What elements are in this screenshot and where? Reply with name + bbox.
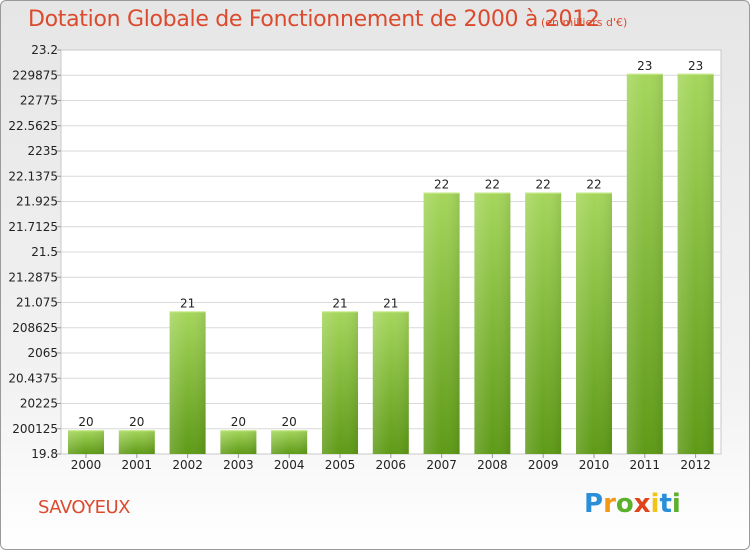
- bar-shade: [68, 430, 104, 454]
- y-tick-label: 23.2: [31, 43, 58, 57]
- bar-shade: [423, 192, 460, 454]
- y-tick-label: 21.925: [16, 195, 58, 209]
- x-tick-label: 2005: [325, 458, 356, 472]
- y-tick-label: 229875: [12, 68, 58, 82]
- y-tick-label: 21.7125: [8, 220, 58, 234]
- logo-letter: r: [603, 489, 616, 519]
- logo-letter: i: [671, 489, 681, 519]
- x-tick-label: 2012: [680, 458, 711, 472]
- y-tick-label: 20.4375: [8, 371, 58, 385]
- logo-letter: t: [659, 489, 672, 519]
- logo-letter: x: [633, 489, 651, 519]
- commune-name: SAVOYEUX: [38, 497, 130, 518]
- bar-value-label: 22: [586, 178, 601, 192]
- y-tick-label: 19.8: [31, 447, 58, 461]
- bar-shade: [677, 73, 714, 454]
- y-tick-label: 2065: [27, 346, 58, 360]
- logo-letter: o: [615, 489, 634, 519]
- y-tick-label: 22.1375: [8, 169, 58, 183]
- y-tick-label: 2235: [27, 144, 58, 158]
- y-axis-ticks: 19.8 200125 20225 20.4375 2065 208625 21.075 21…: [8, 43, 61, 461]
- y-tick-label: 21.075: [16, 296, 58, 310]
- y-tick-label: 22775: [20, 94, 58, 108]
- x-tick-label: 2007: [426, 458, 457, 472]
- x-tick-label: 2010: [579, 458, 610, 472]
- x-tick-label: 2003: [223, 458, 254, 472]
- x-tick-label: 2006: [376, 458, 407, 472]
- bar-value-label: 22: [434, 178, 449, 192]
- y-tick-label: 208625: [12, 321, 58, 335]
- bars: [68, 73, 714, 454]
- bar-value-label: 22: [536, 178, 551, 192]
- bar-value-label: 21: [383, 296, 398, 310]
- x-axis-ticks: 2000 2001 2002 2003 2004 2005 2006 2007 2008 2009…: [71, 454, 711, 472]
- bar-shade: [576, 192, 612, 454]
- y-tick-label: 21.2875: [8, 270, 58, 284]
- y-tick-label: 200125: [12, 422, 58, 436]
- x-tick-label: 2008: [477, 458, 508, 472]
- bar-value-label: 20: [129, 415, 144, 429]
- bar-shade: [169, 311, 206, 454]
- value-labels: 20 20 21 20 20 21 21 22 22 22 22 23 23: [78, 59, 703, 429]
- x-tick-label: 2004: [274, 458, 305, 472]
- logo-letter: P: [584, 489, 604, 519]
- bar-shade: [525, 192, 562, 454]
- bar-value-label: 20: [231, 415, 246, 429]
- bar-value-label: 23: [637, 59, 652, 73]
- bar-shade: [220, 430, 257, 454]
- bar-shade: [626, 73, 663, 454]
- bar-value-label: 20: [282, 415, 297, 429]
- bar-value-label: 21: [332, 296, 347, 310]
- bar-shade: [372, 311, 409, 454]
- bar-value-label: 21: [180, 296, 195, 310]
- bar-shade: [271, 430, 308, 454]
- x-tick-label: 2000: [71, 458, 102, 472]
- bar-shade: [322, 311, 358, 454]
- x-tick-label: 2011: [630, 458, 661, 472]
- x-tick-label: 2002: [172, 458, 203, 472]
- bar-shade: [118, 430, 155, 454]
- y-tick-label: 20225: [20, 397, 58, 411]
- y-tick-label: 21.5: [31, 245, 58, 259]
- unit-note: (en milliers d'€): [541, 16, 628, 29]
- bar-shade: [474, 192, 511, 454]
- bar-value-label: 22: [485, 178, 500, 192]
- y-tick-label: 22.5625: [8, 119, 58, 133]
- bar-value-label: 23: [688, 59, 703, 73]
- bar-value-label: 20: [78, 415, 93, 429]
- proxiti-logo[interactable]: Proxiti: [584, 489, 681, 519]
- chart-title: Dotation Globale de Fonctionnement de 20…: [28, 7, 600, 32]
- logo-letter: i: [650, 489, 660, 519]
- x-tick-label: 2001: [122, 458, 153, 472]
- x-tick-label: 2009: [528, 458, 559, 472]
